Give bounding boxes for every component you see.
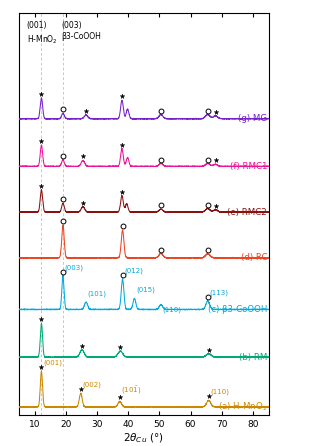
Text: (003)
β3-CoOOH: (003) β3-CoOOH (61, 21, 101, 41)
Text: (003): (003) (64, 264, 83, 271)
X-axis label: $2\theta_{Cu}$ (°): $2\theta_{Cu}$ (°) (124, 431, 164, 445)
Text: (b) RM: (b) RM (239, 353, 267, 362)
Text: (101): (101) (88, 290, 106, 297)
Text: (10$\bar{1}$): (10$\bar{1}$) (121, 385, 142, 396)
Text: (c) β3-CoOOH: (c) β3-CoOOH (208, 305, 267, 314)
Text: (a) H-MnO$_2$: (a) H-MnO$_2$ (218, 401, 267, 413)
Text: (110): (110) (162, 307, 181, 313)
Text: (012): (012) (124, 268, 143, 274)
Text: (f) RMC1: (f) RMC1 (229, 162, 267, 171)
Text: (015): (015) (136, 287, 155, 293)
Text: (001)
H-MnO$_2$: (001) H-MnO$_2$ (27, 21, 58, 45)
Text: (002): (002) (82, 381, 101, 388)
Text: (d) RC: (d) RC (240, 253, 267, 262)
Text: (113): (113) (209, 289, 228, 296)
Text: (g) MG: (g) MG (238, 114, 267, 123)
Text: (110): (110) (210, 388, 229, 395)
Text: (001): (001) (43, 359, 62, 366)
Text: (e) RMC2: (e) RMC2 (227, 208, 267, 217)
